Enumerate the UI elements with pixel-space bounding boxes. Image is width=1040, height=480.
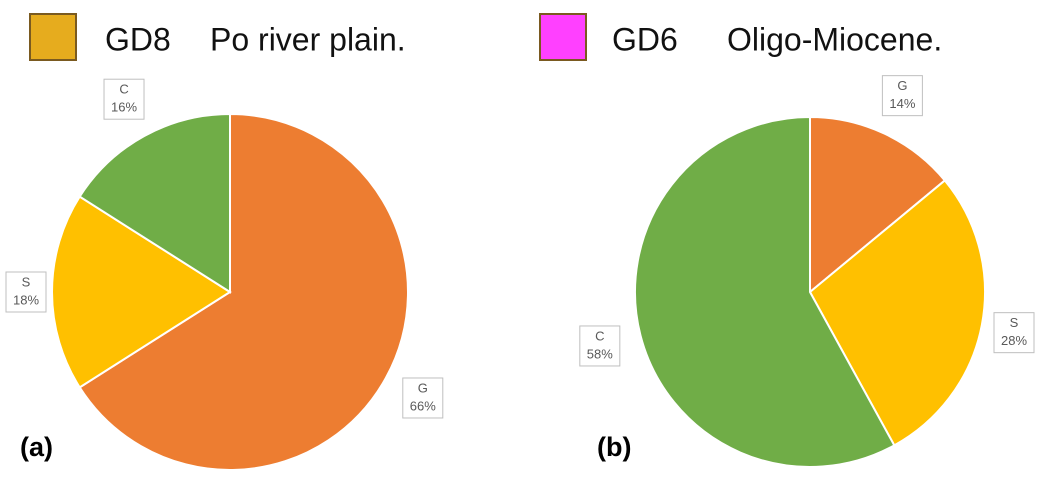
label-box: [579, 325, 621, 367]
panel-label: (b): [597, 432, 631, 462]
pie-slice: [809, 115, 947, 295]
legend-swatch: [29, 13, 77, 61]
slice-category: S: [1010, 315, 1019, 330]
legend-label: GD8: [105, 21, 171, 57]
panel-label: (a): [20, 432, 53, 462]
slice-value-label: 66%: [410, 398, 436, 413]
label-box: [993, 312, 1035, 354]
pie-slice: [78, 112, 409, 471]
slice-category: G: [897, 78, 907, 93]
slice-value-label: 16%: [111, 100, 137, 115]
slice-value-label: 58%: [587, 346, 613, 361]
pie-slice: [634, 115, 896, 468]
slice-category: S: [22, 274, 31, 289]
legend-swatch: [539, 13, 587, 61]
pie-slice: [78, 112, 231, 294]
slice-category: C: [595, 328, 604, 343]
legend-description: Po river plain.: [210, 21, 406, 57]
legend-label: GD6: [612, 21, 678, 57]
label-box: [402, 377, 444, 419]
legend-description: Oligo-Miocene.: [727, 21, 942, 57]
slice-category: G: [418, 380, 428, 395]
label-box: [881, 75, 923, 117]
slice-value-label: 28%: [1001, 333, 1027, 348]
pie-slice: [51, 195, 232, 389]
slice-value-label: 18%: [13, 292, 39, 307]
slice-value-label: 14%: [889, 96, 915, 111]
slice-category: C: [119, 82, 128, 97]
label-box: [5, 271, 47, 313]
label-box: [103, 78, 145, 120]
pie-slice: [808, 179, 986, 447]
